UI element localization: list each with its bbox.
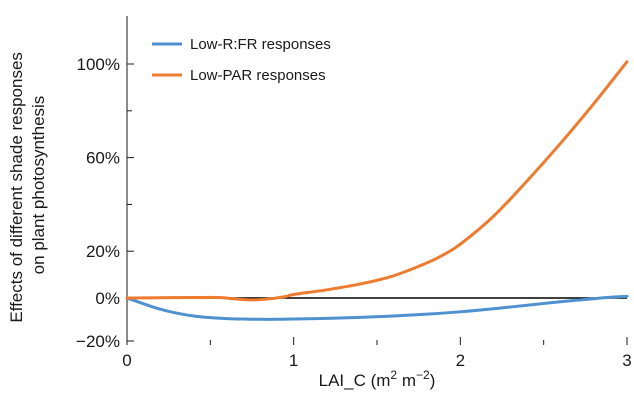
series-lines (125, 60, 629, 321)
x-tick-label: 2 (456, 351, 465, 370)
series-line-low-par (125, 60, 629, 302)
x-tick-label: 0 (122, 351, 131, 370)
y-axis-title-line-1: Effects of different shade responses (7, 52, 26, 323)
y-tick-label: 60% (86, 149, 120, 168)
x-axis-ticks: 0 1 2 3 (122, 337, 632, 370)
y-tick-label: 20% (86, 242, 120, 261)
legend-label-low-par: Low-PAR responses (190, 67, 326, 84)
legend: Low-R:FR responses Low-PAR responses (152, 36, 331, 84)
y-tick-label: 100% (77, 55, 120, 74)
x-axis-title: LAI_C (m2 m−2) (319, 368, 436, 390)
x-tick-label: 3 (622, 351, 631, 370)
x-tick-label: 1 (289, 351, 298, 370)
y-axis-title-line-2: on plant photosynthesis (29, 96, 48, 275)
y-axis-title: Effects of different shade responses on … (7, 47, 48, 322)
legend-label-low-rfr: Low-R:FR responses (190, 36, 331, 53)
series-line-low-rfr (125, 294, 629, 321)
y-axis-ticks: −20% 0% 20% 60% 100% (76, 55, 134, 351)
y-tick-label: 0% (95, 289, 120, 308)
y-tick-label: −20% (76, 332, 120, 351)
axes (126, 16, 627, 345)
